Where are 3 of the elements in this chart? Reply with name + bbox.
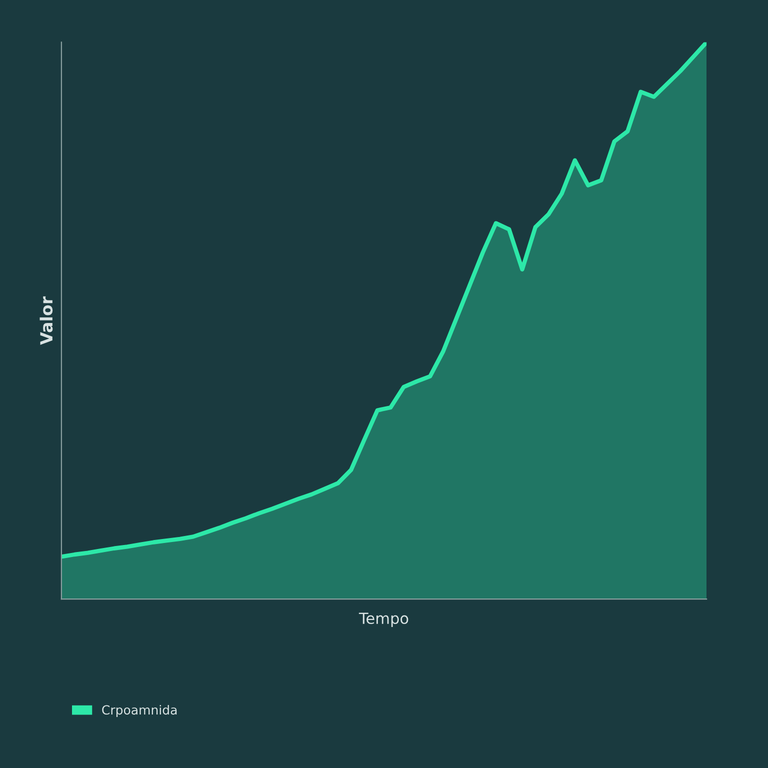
- legend-label: Crpoamnida: [102, 704, 177, 718]
- x-axis-title: Tempo: [358, 612, 408, 628]
- y-axis-title: Valor: [40, 296, 53, 345]
